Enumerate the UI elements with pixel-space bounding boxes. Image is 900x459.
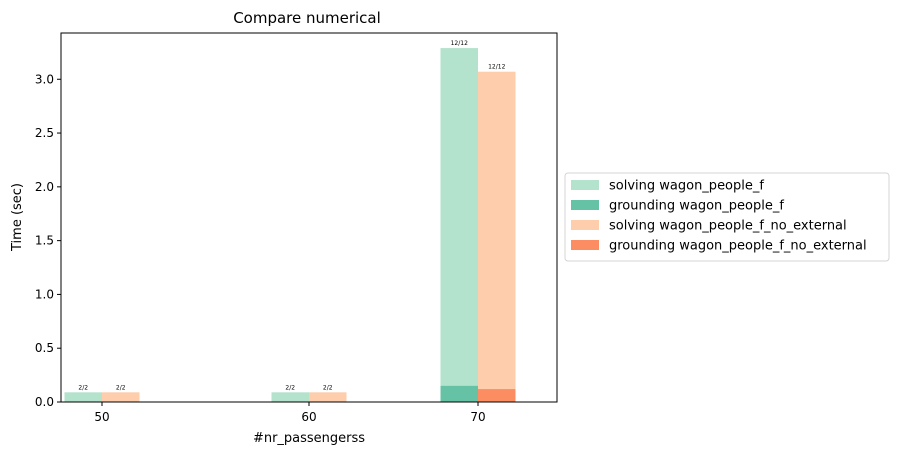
bar-annotation: 12/12: [451, 40, 468, 47]
bar-annotation: 12/12: [488, 64, 505, 71]
bar-annotation: 2/2: [323, 384, 333, 391]
x-axis: 50 60 70: [94, 402, 486, 424]
bar: [102, 392, 140, 402]
legend-label: grounding wagon_people_f_no_external: [609, 239, 867, 254]
x-axis-label: #nr_passengerss: [253, 431, 365, 446]
y-tick-label: 1.5: [35, 234, 54, 248]
y-tick-label: 1.0: [35, 287, 54, 301]
bar: [440, 385, 478, 402]
legend-swatch: [571, 240, 599, 250]
bar: [309, 392, 347, 402]
y-tick-label: 2.0: [35, 180, 54, 194]
legend-box: [564, 172, 890, 262]
y-axis-label: Time (sec): [10, 183, 25, 252]
bar: [478, 389, 516, 402]
y-tick-label: 0.5: [35, 341, 54, 355]
legend-swatch: [571, 200, 599, 210]
bar-annotation: 2/2: [285, 384, 295, 391]
x-tick-label: 70: [470, 410, 485, 424]
bars: [64, 48, 516, 403]
y-tick-label: 3.0: [35, 72, 54, 86]
bar: [64, 392, 102, 402]
bar-annotation: 2/2: [78, 384, 88, 391]
legend-label: solving wagon_people_f: [609, 179, 764, 194]
legend: solving wagon_people_f grounding wagon_pe…: [564, 172, 890, 262]
y-tick-label: 0.0: [35, 395, 54, 409]
bar: [478, 71, 516, 402]
bar-annotation: 2/2: [116, 384, 126, 391]
chart-title: Compare numerical: [233, 9, 381, 27]
bar: [271, 392, 309, 402]
x-tick-label: 60: [301, 410, 316, 424]
legend-label: solving wagon_people_f_no_external: [609, 219, 847, 234]
y-axis: 0.0 0.5 1.0 1.5 2.0 2.5 3.0: [35, 72, 61, 409]
bar: [440, 48, 478, 403]
bar-annotations: 2/2 2/2 12/12 2/2 2/2 12/12: [78, 40, 505, 391]
legend-label: grounding wagon_people_f: [609, 199, 784, 214]
legend-swatch: [571, 220, 599, 230]
plot-frame: [60, 32, 558, 403]
y-tick-label: 2.5: [35, 126, 54, 140]
legend-swatch: [571, 180, 599, 190]
x-tick-label: 50: [94, 410, 109, 424]
